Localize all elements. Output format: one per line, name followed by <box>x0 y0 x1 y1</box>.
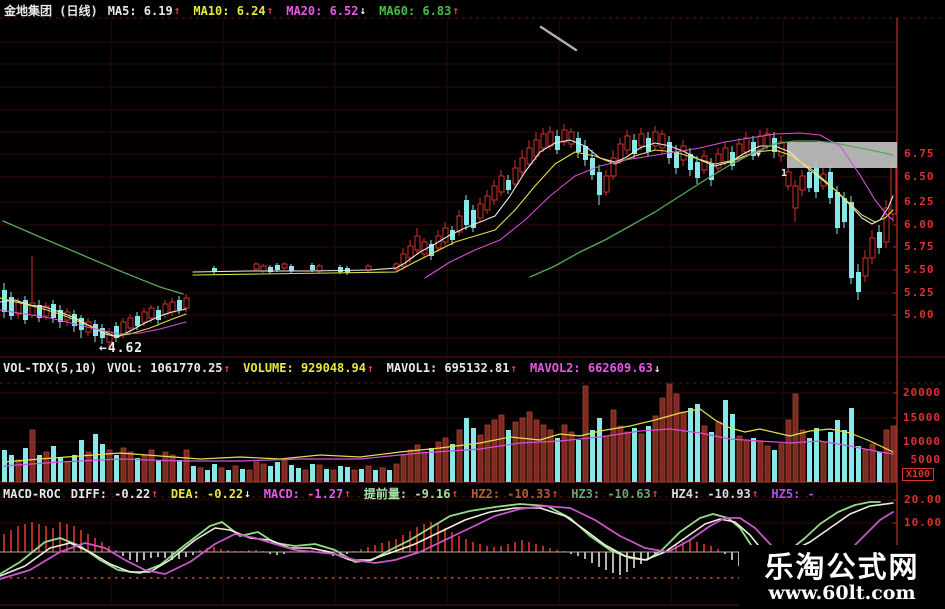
ma60-arrow-icon: ↑ <box>452 4 459 17</box>
diff-value: DIFF: -0.22 ↑ <box>70 486 158 501</box>
mavol1-value: MAVOL1: 695132.81 ↑ <box>386 361 518 375</box>
hz3-arrow-icon: ↑ <box>651 487 659 500</box>
diff-arrow-icon: ↑ <box>151 487 158 500</box>
day-marker: 1 <box>781 168 788 179</box>
ma10-arrow-icon: ↑ <box>266 4 274 17</box>
hz2-value: HZ2: -10.33 ↑ <box>471 486 559 501</box>
ma5-value: MA5: 6.19 ↑ <box>107 3 181 18</box>
macd-header: MACD-ROC DIFF: -0.22 ↑ DEA: -0.22 ↓ MACD: … <box>3 485 829 502</box>
ma5-arrow-icon: ↑ <box>173 4 181 17</box>
macd-histogram <box>3 522 810 575</box>
ma20-arrow-icon: ↓ <box>359 4 367 17</box>
vvol-arrow-icon: ↑ <box>223 361 231 375</box>
macd-indicator-name: MACD-ROC <box>3 486 61 501</box>
ma20-value: MA20: 6.52 ↓ <box>286 3 367 18</box>
ma10-value: MA10: 6.24 ↑ <box>193 3 274 18</box>
ma60-value: MA60: 6.83 ↑ <box>379 3 459 18</box>
low-price-annotation: ←4.62 <box>99 341 144 356</box>
volume-arrow-icon: ↑ <box>366 361 374 375</box>
volume-header: VOL-TDX(5,10) VVOL: 1061770.25 ↑ VOLUME: … <box>3 361 674 375</box>
volume-value: VOLUME: 929048.94 ↑ <box>243 361 374 375</box>
kline-header: 金地集团 (日线) MA5: 6.19 ↑ MA10: 6.24 ↑ MA20: 6… <box>4 2 472 19</box>
volume-unit-badge: X100 <box>902 468 935 481</box>
mavol2-arrow-icon: ↓ <box>653 361 661 375</box>
tiqianliang-arrow-icon: ↑ <box>451 487 459 500</box>
hz5-value: HZ5: - <box>771 486 815 501</box>
watermark: 乐淘公式网 www.60lt.com <box>739 545 945 609</box>
tiqianliang-value: 提前量: -9.16 ↑ <box>363 487 459 501</box>
stock-title: 金地集团 (日线) <box>4 4 98 18</box>
watermark-site-name: 乐淘公式网 <box>764 550 920 584</box>
dea-arrow-icon: ↓ <box>244 487 251 500</box>
down-triangle-icon: ▼ <box>756 150 761 159</box>
scratch-artifact <box>539 25 578 52</box>
mavol1-arrow-icon: ↑ <box>510 361 518 375</box>
macd-dotted-row <box>3 577 748 579</box>
mavol2-value: MAVOL2: 662609.63 ↓ <box>530 361 661 375</box>
macd-arrow-icon: ↑ <box>344 487 351 500</box>
hz4-value: HZ4: -10.93 ↑ <box>671 486 759 501</box>
hz4-arrow-icon: ↑ <box>751 487 759 500</box>
vvol-value: VVOL: 1061770.25 ↑ <box>106 361 231 375</box>
selection-overlay <box>787 142 897 168</box>
dea-value: DEA: -0.22 ↓ <box>170 486 251 501</box>
hz2-arrow-icon: ↑ <box>551 487 559 500</box>
hz3-value: HZ3: -10.63 ↑ <box>571 486 659 501</box>
volume-indicator-name: VOL-TDX(5,10) <box>3 361 97 375</box>
watermark-url: www.60lt.com <box>768 582 916 604</box>
macd-value: MACD: -1.27 ↑ <box>263 486 351 501</box>
